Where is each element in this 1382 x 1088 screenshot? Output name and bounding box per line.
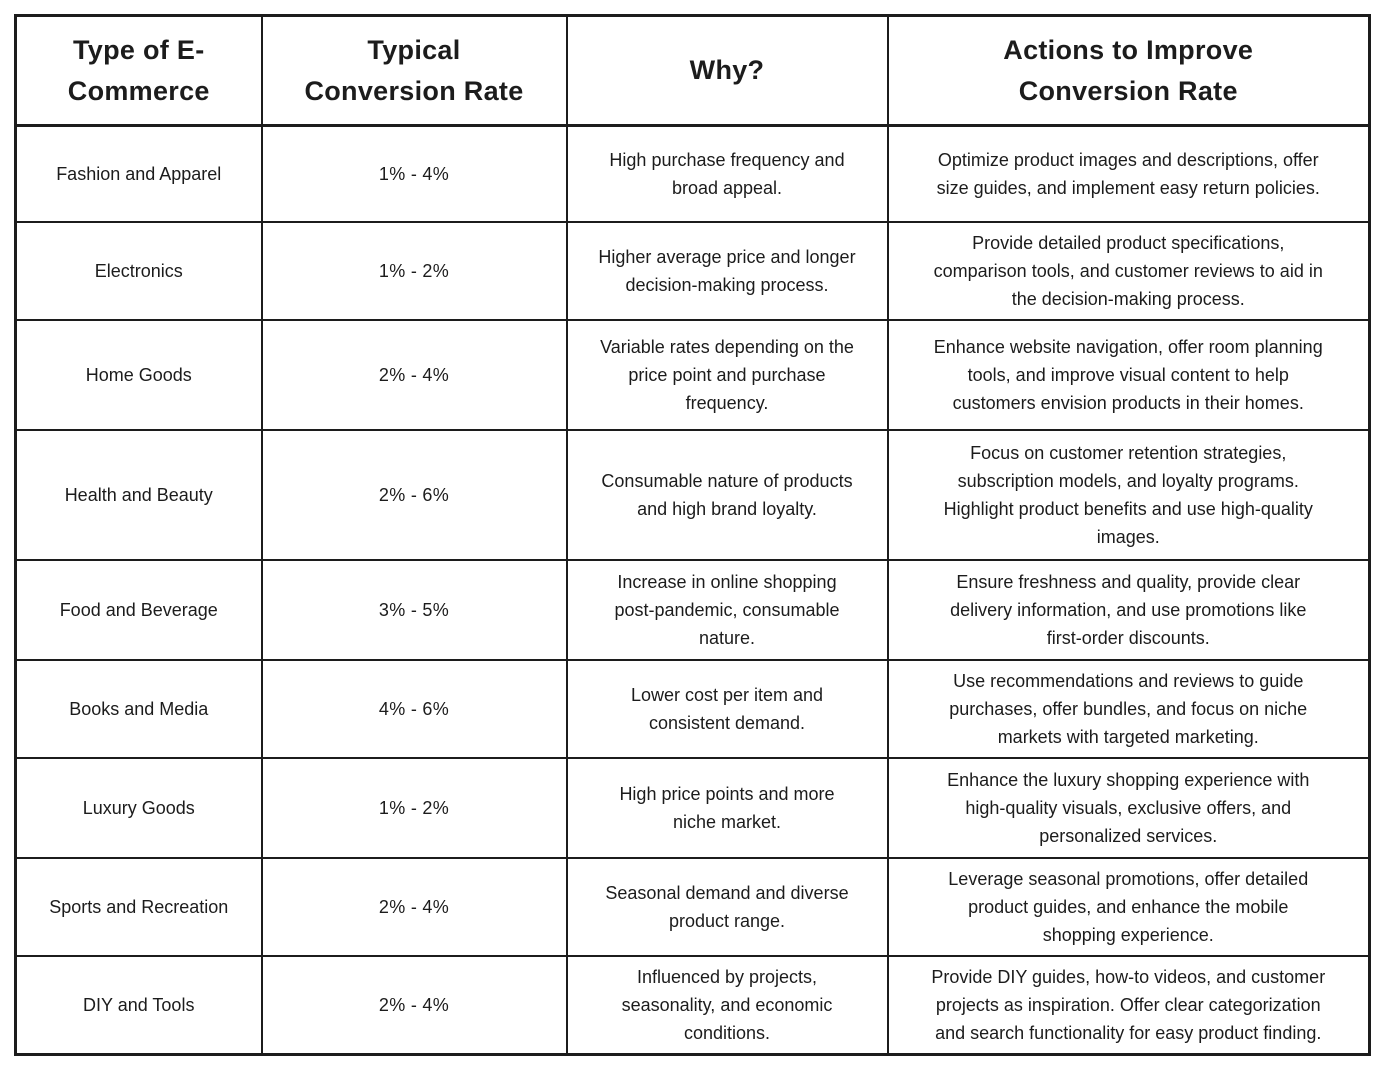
conversion-rate-table: Type of E- Commerce Typical Conversion R… [14,14,1371,1056]
cell-type: Home Goods [14,318,263,431]
cell-rate: 2% - 6% [260,428,568,561]
cell-why: Influenced by projects, seasonality, and… [565,954,889,1056]
cell-why: Increase in online shopping post-pandemi… [565,558,889,661]
cell-rate: 1% - 4% [260,124,568,223]
table-row: Fashion and Apparel 1% - 4% High purchas… [14,124,1371,223]
cell-type: Electronics [14,220,263,321]
cell-why: Consumable nature of products and high b… [565,428,889,561]
table-row: Food and Beverage 3% - 5% Increase in on… [14,558,1371,661]
cell-type: Books and Media [14,658,263,759]
cell-why: Higher average price and longer decision… [565,220,889,321]
cell-actions: Provide detailed product specifications,… [886,220,1371,321]
column-header-type-of-ecommerce: Type of E- Commerce [14,14,263,127]
cell-rate: 2% - 4% [260,856,568,957]
cell-why: High purchase frequency and broad appeal… [565,124,889,223]
cell-type: DIY and Tools [14,954,263,1056]
cell-actions: Ensure freshness and quality, provide cl… [886,558,1371,661]
cell-actions: Optimize product images and descriptions… [886,124,1371,223]
table-row: Sports and Recreation 2% - 4% Seasonal d… [14,856,1371,957]
cell-why: Lower cost per item and consistent deman… [565,658,889,759]
cell-rate: 2% - 4% [260,954,568,1056]
table-row: Luxury Goods 1% - 2% High price points a… [14,756,1371,859]
column-header-actions-to-improve: Actions to Improve Conversion Rate [886,14,1371,127]
column-header-typical-conversion-rate: Typical Conversion Rate [260,14,568,127]
cell-rate: 1% - 2% [260,756,568,859]
cell-rate: 1% - 2% [260,220,568,321]
cell-rate: 4% - 6% [260,658,568,759]
cell-actions: Provide DIY guides, how-to videos, and c… [886,954,1371,1056]
cell-actions: Focus on customer retention strategies, … [886,428,1371,561]
cell-rate: 2% - 4% [260,318,568,431]
cell-why: Variable rates depending on the price po… [565,318,889,431]
cell-actions: Leverage seasonal promotions, offer deta… [886,856,1371,957]
cell-actions: Enhance website navigation, offer room p… [886,318,1371,431]
table-row: DIY and Tools 2% - 4% Influenced by proj… [14,954,1371,1056]
table-row: Health and Beauty 2% - 6% Consumable nat… [14,428,1371,561]
cell-type: Health and Beauty [14,428,263,561]
cell-actions: Enhance the luxury shopping experience w… [886,756,1371,859]
table-row: Electronics 1% - 2% Higher average price… [14,220,1371,321]
cell-type: Luxury Goods [14,756,263,859]
header-row: Type of E- Commerce Typical Conversion R… [14,14,1371,127]
column-header-why: Why? [565,14,889,127]
cell-why: High price points and more niche market. [565,756,889,859]
cell-type: Sports and Recreation [14,856,263,957]
table-row: Home Goods 2% - 4% Variable rates depend… [14,318,1371,431]
cell-type: Fashion and Apparel [14,124,263,223]
cell-why: Seasonal demand and diverse product rang… [565,856,889,957]
cell-actions: Use recommendations and reviews to guide… [886,658,1371,759]
table-row: Books and Media 4% - 6% Lower cost per i… [14,658,1371,759]
cell-type: Food and Beverage [14,558,263,661]
cell-rate: 3% - 5% [260,558,568,661]
